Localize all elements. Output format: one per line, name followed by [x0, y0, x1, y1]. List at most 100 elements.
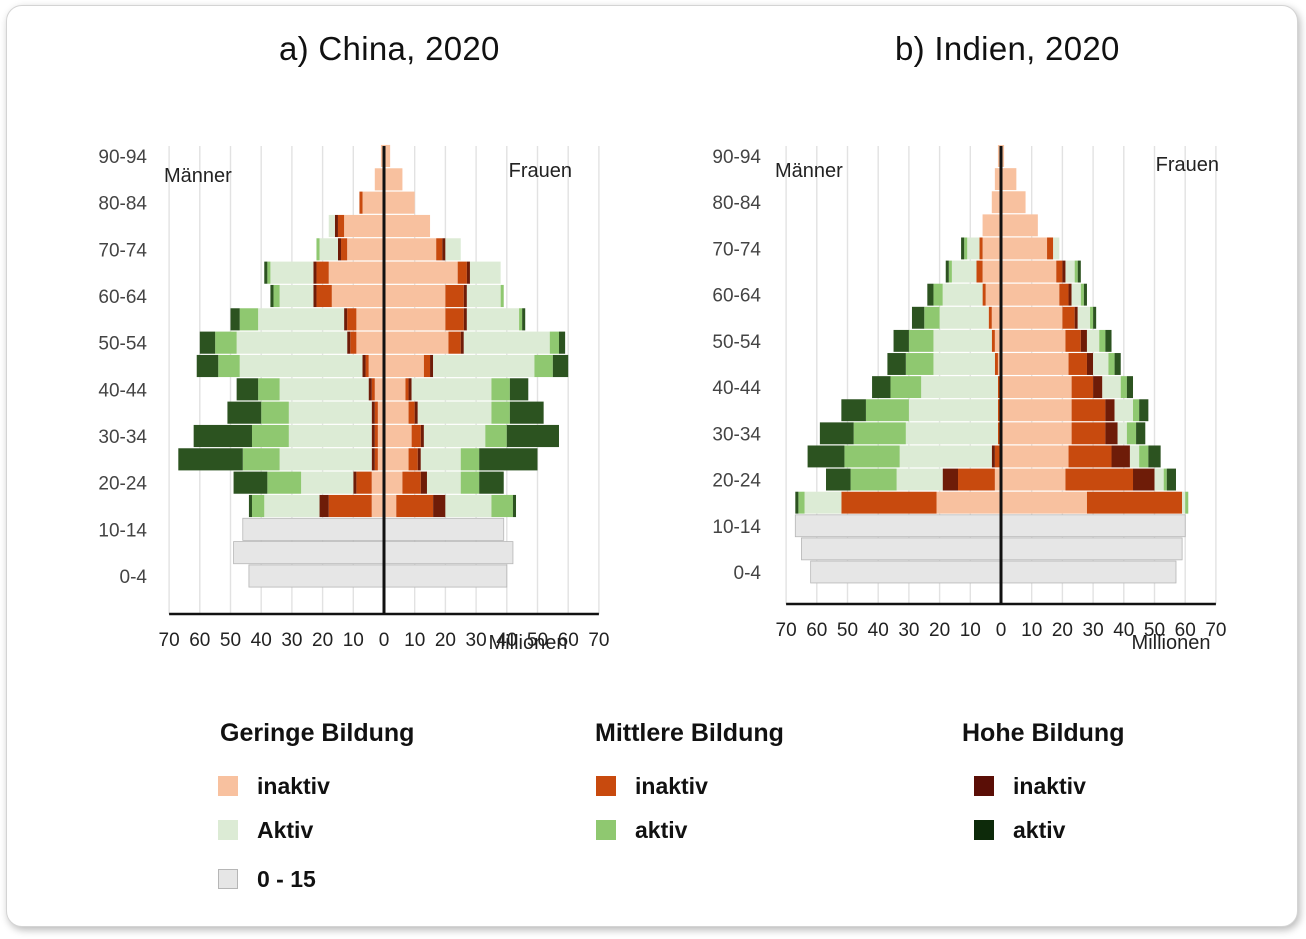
- bar-high_active: [1093, 306, 1097, 329]
- bar-high_active: [1139, 399, 1149, 422]
- bar-low_inactive: [384, 494, 397, 518]
- bar-high_inactive: [353, 471, 357, 494]
- bar-low_inactive: [985, 283, 1001, 306]
- bar-high_active: [1166, 468, 1176, 491]
- bar-high_active: [826, 468, 851, 491]
- age-label: 0-4: [120, 567, 148, 588]
- bar-mid_inactive: [997, 422, 1001, 445]
- bar-low_active: [1086, 329, 1100, 352]
- bar-high_inactive: [414, 401, 418, 424]
- label-maenner: Männer: [164, 165, 232, 187]
- bar-high_inactive: [313, 261, 317, 284]
- bar-low_inactive: [384, 378, 406, 401]
- bar-low_inactive: [994, 468, 1001, 491]
- bar-high_inactive: [371, 401, 375, 424]
- bar-low_inactive: [356, 331, 384, 354]
- bar-mid_inactive: [1071, 399, 1106, 422]
- bar-low_active: [445, 494, 492, 518]
- bar-mid_active: [890, 376, 922, 399]
- legend-title-geringe-bildung: Geringe Bildung: [220, 719, 415, 747]
- age-label: 20-24: [712, 471, 761, 492]
- bar-low_active: [896, 468, 943, 491]
- bar-low_active: [417, 401, 492, 424]
- bar-low_inactive: [991, 306, 1001, 329]
- bar-low_inactive: [384, 144, 391, 168]
- bar-high_active: [233, 471, 268, 494]
- bar-mid_inactive: [341, 238, 348, 261]
- age-label: 60-64: [98, 287, 147, 308]
- bar-low_inactive: [328, 261, 384, 284]
- bar-low_active: [288, 401, 372, 424]
- bar-low_active: [239, 354, 363, 378]
- bar-high_inactive: [313, 284, 317, 308]
- bar-low_inactive: [997, 353, 1001, 375]
- bar-mid_active: [239, 308, 259, 331]
- bar-mid_inactive: [1056, 260, 1063, 283]
- bar-low_active: [466, 308, 520, 331]
- bar-mid_inactive: [1071, 376, 1094, 399]
- bar-mid_active: [1139, 445, 1149, 468]
- bar-mid_inactive: [997, 399, 1001, 422]
- bar-mid_inactive: [994, 445, 1001, 468]
- bar-high_inactive: [442, 238, 446, 261]
- bar-low_inactive: [384, 308, 446, 331]
- bar-high_inactive: [1111, 445, 1130, 468]
- bar-low_inactive: [1001, 145, 1005, 167]
- x-tick-label: 10: [1021, 620, 1042, 641]
- bar-mid_active: [1120, 376, 1127, 399]
- bar-low_inactive: [1001, 306, 1063, 329]
- bar-mid_active: [491, 494, 513, 518]
- bar-high_active: [1077, 260, 1081, 283]
- bar-low_active: [951, 260, 977, 283]
- bar-low_inactive: [384, 238, 437, 261]
- x-tick-label: 50: [1144, 620, 1165, 641]
- bar-high_active: [230, 308, 240, 331]
- x-tick-label: 60: [189, 630, 210, 651]
- bar-high_active: [552, 354, 569, 378]
- bar-low_active: [258, 308, 345, 331]
- x-tick-label: 20: [1052, 620, 1073, 641]
- bar-high_inactive: [466, 261, 470, 284]
- age-label: 80-84: [712, 193, 761, 214]
- bar-high_active: [887, 353, 906, 375]
- bar-mid_inactive: [1068, 353, 1087, 375]
- bar-low_inactive: [936, 491, 1001, 514]
- bar-low_active: [288, 424, 372, 448]
- bar-mid_inactive: [365, 354, 369, 378]
- x-tick-label: 10: [960, 620, 981, 641]
- bar-low_inactive: [374, 168, 384, 191]
- bar-mid_active: [267, 471, 302, 494]
- bar-mid_active: [850, 468, 897, 491]
- bar-low_inactive: [384, 354, 424, 378]
- bar-mid_inactive: [374, 448, 378, 471]
- bar-mid_inactive: [408, 448, 418, 471]
- bar-low_inactive: [356, 308, 384, 331]
- bar-low_active: [942, 283, 983, 306]
- bar-low_active: [426, 471, 461, 494]
- bar-low_inactive: [377, 448, 384, 471]
- x-tick-label: 20: [929, 620, 950, 641]
- legend-item-children: 0 - 15: [218, 866, 316, 892]
- bar-high_active: [927, 283, 934, 306]
- bar-mid_inactive: [994, 353, 998, 375]
- bar-mid_inactive: [448, 331, 461, 354]
- bar-low_inactive: [384, 471, 403, 494]
- bar-high_inactive: [1105, 399, 1115, 422]
- bar-mid_active: [1080, 283, 1084, 306]
- legend-swatch-high-active: [974, 820, 994, 840]
- bar-low_inactive: [384, 424, 412, 448]
- age-label: 60-64: [712, 286, 761, 307]
- bar-high_active: [872, 376, 891, 399]
- bar-high_inactive: [420, 471, 427, 494]
- bar-high_inactive: [334, 214, 338, 238]
- bar-high_inactive: [344, 308, 348, 331]
- bar-low_inactive: [982, 214, 1001, 237]
- legend-item-mid-inactive: inaktiv: [596, 773, 708, 799]
- bar-high_inactive: [460, 331, 464, 354]
- bar-high_active: [961, 237, 965, 260]
- bar-high_inactive: [463, 308, 467, 331]
- bar-low_active: [967, 237, 980, 260]
- bar-mid_active: [491, 401, 510, 424]
- x-tick-label: 60: [558, 630, 579, 651]
- bar-high_active: [199, 331, 216, 354]
